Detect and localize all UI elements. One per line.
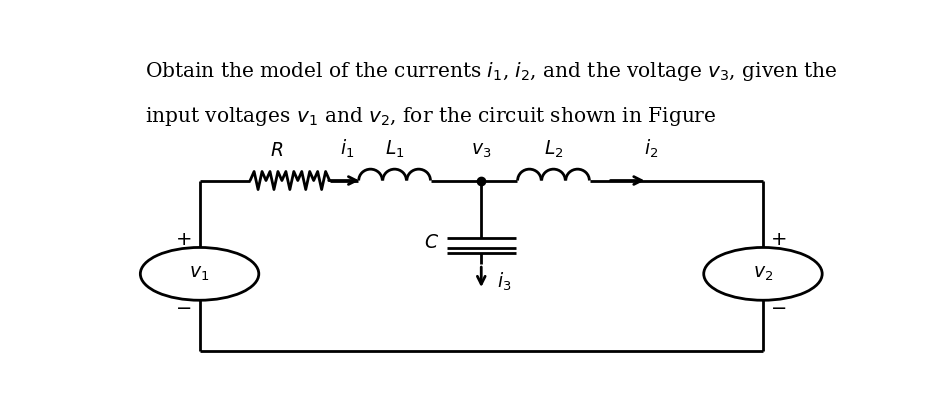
Text: $L_2$: $L_2$ [543,138,563,160]
Text: $i_2$: $i_2$ [644,137,658,160]
Text: −: − [175,299,192,318]
Text: $i_1$: $i_1$ [340,137,355,160]
Text: $v_2$: $v_2$ [753,265,773,283]
Text: +: + [771,230,788,249]
Text: $i_3$: $i_3$ [497,271,512,293]
Text: $v_1$: $v_1$ [189,265,210,283]
Text: $v_3$: $v_3$ [471,141,491,160]
Text: $L_1$: $L_1$ [385,138,404,160]
Text: $C$: $C$ [424,234,439,252]
Text: $R$: $R$ [270,142,283,160]
Text: +: + [175,230,192,249]
Text: Obtain the model of the currents $i_1$, $i_2$, and the voltage $v_3$, given the: Obtain the model of the currents $i_1$, … [145,60,838,83]
Text: input voltages $v_1$ and $v_2$, for the circuit shown in Figure: input voltages $v_1$ and $v_2$, for the … [145,105,717,128]
Text: −: − [771,299,787,318]
